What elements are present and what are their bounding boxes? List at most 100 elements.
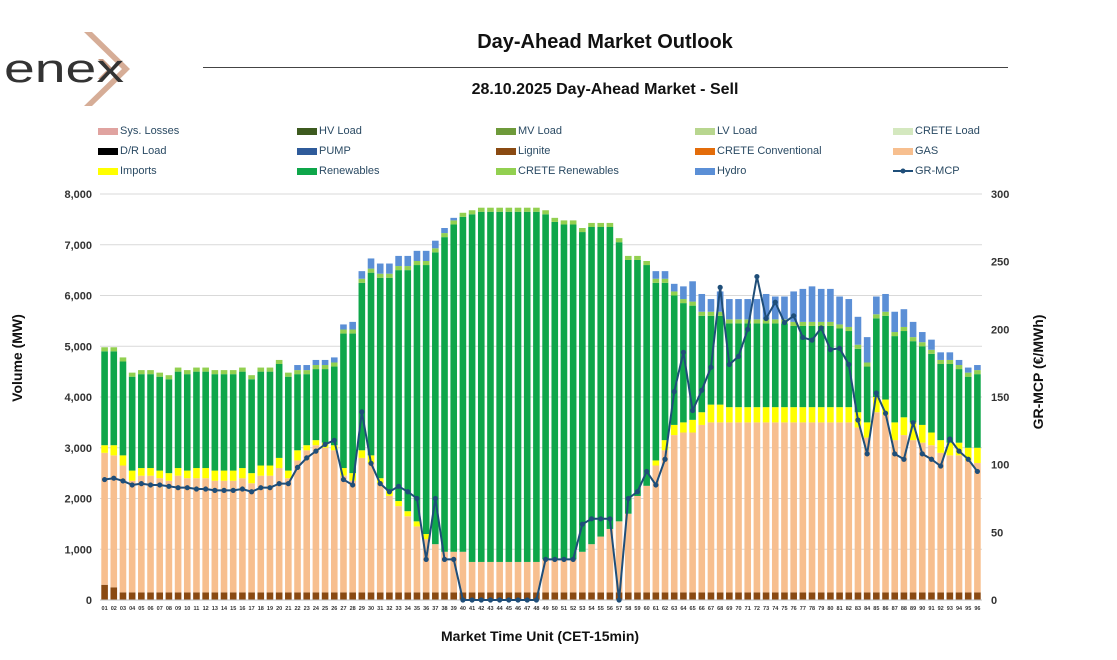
- legend-swatch: [98, 167, 118, 175]
- point-gr-mcp-84: [864, 451, 870, 457]
- bar-renewables-38: [441, 237, 448, 552]
- bar-hydro-77: [799, 288, 807, 322]
- legend-swatch: [297, 127, 317, 135]
- bar-imports-19: [266, 465, 274, 476]
- bar-imports-75: [781, 407, 788, 423]
- bar-lignite-73: [762, 592, 770, 600]
- bar-gas-62: [661, 450, 669, 593]
- bar-renewables-05: [138, 374, 145, 469]
- x-tick-label: 14: [221, 606, 228, 612]
- bar-renewables-14: [220, 374, 228, 471]
- bar-crete-renewables-35: [413, 260, 421, 266]
- bar-hydro-69: [726, 299, 733, 320]
- bar-hydro-70: [735, 299, 742, 320]
- point-gr-mcp-75: [781, 319, 788, 326]
- bar-imports-36: [422, 534, 430, 540]
- bar-lignite-22: [294, 592, 301, 600]
- x-tick-label: 54: [588, 606, 595, 612]
- bar-hydro-76: [790, 291, 797, 322]
- bar-renewables-24: [312, 369, 320, 441]
- legend-swatch: [297, 167, 317, 175]
- bar-renewables-06: [147, 374, 154, 469]
- bar-imports-11: [193, 468, 200, 479]
- bar-renewables-56: [606, 226, 614, 529]
- x-tick-label: 18: [258, 606, 264, 612]
- bar-hydro-22: [294, 365, 301, 371]
- y2-tick-label: 150: [991, 392, 1009, 404]
- bar-crete-renewables-32: [386, 273, 393, 278]
- bar-crete-renewables-69: [726, 319, 733, 324]
- bar-renewables-70: [735, 323, 742, 408]
- bar-crete-renewables-23: [303, 370, 311, 375]
- point-gr-mcp-62: [662, 456, 668, 462]
- bar-lignite-42: [477, 592, 485, 600]
- bar-renewables-17: [248, 379, 255, 474]
- bar-gas-43: [487, 561, 494, 593]
- point-gr-mcp-11: [193, 486, 200, 492]
- bar-renewables-60: [643, 265, 650, 486]
- bar-gas-71: [744, 422, 752, 593]
- bar-renewables-48: [533, 211, 540, 562]
- bar-gas-94: [955, 455, 963, 593]
- bar-gas-04: [128, 480, 136, 593]
- legend-swatch: [695, 127, 715, 135]
- bar-gas-48: [533, 561, 540, 593]
- x-tick-label: 78: [809, 606, 815, 612]
- bar-gas-81: [836, 422, 843, 593]
- bar-renewables-13: [211, 374, 219, 471]
- bar-hydro-25: [321, 359, 329, 366]
- legend-item-crete-conventional: CRETE Conventional: [695, 144, 822, 158]
- bar-hydro-90: [918, 332, 926, 343]
- bar-crete-renewables-60: [643, 260, 650, 266]
- bar-gas-52: [569, 559, 577, 593]
- bar-imports-82: [845, 407, 853, 423]
- bar-crete-renewables-43: [487, 207, 494, 212]
- point-gr-mcp-27: [340, 476, 347, 483]
- bar-gas-05: [138, 475, 145, 593]
- x-tick-label: 60: [644, 606, 650, 612]
- bar-renewables-49: [542, 214, 549, 560]
- bar-renewables-83: [854, 348, 862, 413]
- bar-renewables-57: [615, 242, 623, 522]
- bar-crete-renewables-26: [330, 362, 338, 367]
- bar-lignite-94: [955, 592, 963, 600]
- point-gr-mcp-53: [579, 521, 585, 527]
- bar-crete-renewables-50: [551, 217, 559, 222]
- bar-hydro-63: [670, 283, 678, 292]
- bar-imports-84: [863, 422, 871, 438]
- bar-imports-77: [799, 407, 807, 423]
- bar-gas-58: [624, 513, 632, 593]
- bar-renewables-91: [928, 353, 935, 433]
- bar-lignite-66: [698, 592, 706, 600]
- x-tick-label: 49: [543, 606, 549, 612]
- x-tick-label: 17: [249, 606, 255, 612]
- bar-renewables-19: [266, 371, 274, 466]
- legend-swatch: [297, 147, 317, 155]
- bar-gas-51: [560, 559, 568, 593]
- bar-lignite-14: [220, 592, 228, 600]
- bar-gas-54: [588, 544, 595, 593]
- x-tick-label: 22: [294, 606, 300, 612]
- point-gr-mcp-44: [497, 597, 503, 603]
- bar-crete-renewables-37: [432, 248, 439, 253]
- point-gr-mcp-40: [460, 597, 466, 603]
- chart-subtitle: 28.10.2025 Day-Ahead Market - Sell: [471, 81, 739, 98]
- bar-gas-72: [753, 422, 761, 593]
- x-tick-label: 06: [147, 606, 153, 612]
- bar-lignite-60: [643, 592, 650, 600]
- bar-lignite-41: [468, 592, 476, 600]
- bar-lignite-54: [588, 592, 595, 600]
- bar-renewables-87: [891, 336, 899, 423]
- x-tick-label: 96: [974, 606, 980, 612]
- bar-lignite-55: [597, 592, 605, 600]
- bar-lignite-02: [110, 587, 118, 600]
- x-tick-label: 01: [102, 606, 108, 612]
- bar-gas-13: [211, 480, 219, 593]
- bar-crete-renewables-77: [799, 321, 807, 326]
- legend-swatch: [695, 147, 715, 155]
- bar-gas-33: [395, 506, 402, 593]
- bar-renewables-81: [836, 328, 843, 408]
- point-gr-mcp-46: [515, 597, 521, 603]
- bar-lignite-25: [321, 592, 329, 600]
- bar-imports-34: [404, 511, 412, 517]
